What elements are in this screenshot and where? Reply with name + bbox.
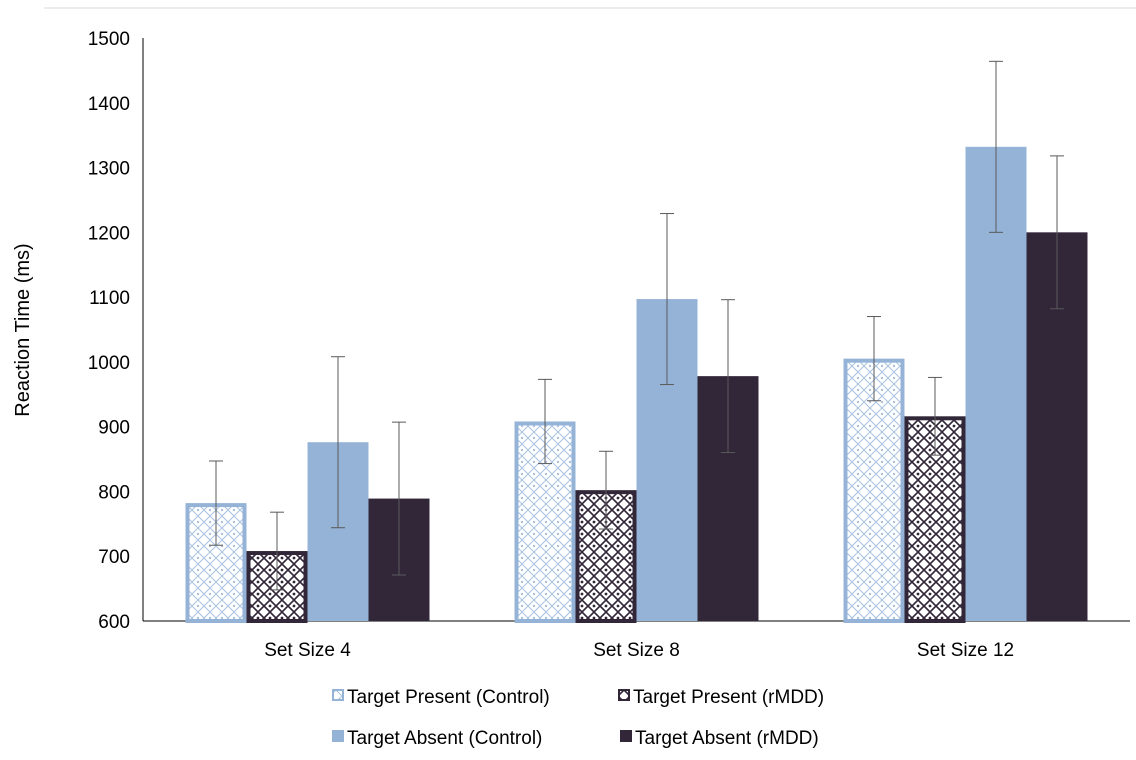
legend-item: Target Present (rMDD) xyxy=(618,687,824,708)
bars-group xyxy=(185,146,1088,623)
legend-swatch xyxy=(332,689,344,701)
y-tick-label: 700 xyxy=(98,547,130,568)
bar xyxy=(843,358,905,623)
legend-label: Target Present (Control) xyxy=(347,687,550,708)
y-tick-label: 800 xyxy=(98,482,130,503)
legend-item: Target Absent (Control) xyxy=(332,728,542,749)
legend-label: Target Present (rMDD) xyxy=(633,687,824,708)
x-tick-label: Set Size 8 xyxy=(593,640,680,661)
y-tick-label: 600 xyxy=(98,612,130,633)
y-tick-label: 1400 xyxy=(88,94,130,115)
y-tick-label: 1200 xyxy=(88,223,130,244)
legend-item: Target Absent (rMDD) xyxy=(620,728,819,749)
x-tick-label: Set Size 12 xyxy=(917,640,1014,661)
y-tick-label: 1500 xyxy=(88,29,130,50)
error-bars-group xyxy=(209,60,1064,591)
y-tick-label: 900 xyxy=(98,418,130,439)
legend-swatch xyxy=(618,689,630,701)
y-axis-title: Reaction Time (ms) xyxy=(12,243,34,416)
legend-swatch xyxy=(620,730,632,742)
y-tick-label: 1300 xyxy=(88,159,130,180)
legend-item: Target Present (Control) xyxy=(332,687,550,708)
legend-label: Target Absent (rMDD) xyxy=(635,728,819,749)
x-axis-labels: Set Size 4 Set Size 8 Set Size 12 xyxy=(264,640,1014,661)
legend-swatch xyxy=(332,730,344,742)
y-tick-label: 1100 xyxy=(89,288,130,309)
legend-label: Target Absent (Control) xyxy=(347,728,542,749)
y-axis-ticks: 600 700 800 900 1000 1100 1200 1300 1400 1500 xyxy=(88,29,130,633)
x-tick-label: Set Size 4 xyxy=(264,640,351,661)
legend: Target Present (Control) Target Present (… xyxy=(332,687,824,749)
y-tick-label: 1000 xyxy=(88,353,130,374)
